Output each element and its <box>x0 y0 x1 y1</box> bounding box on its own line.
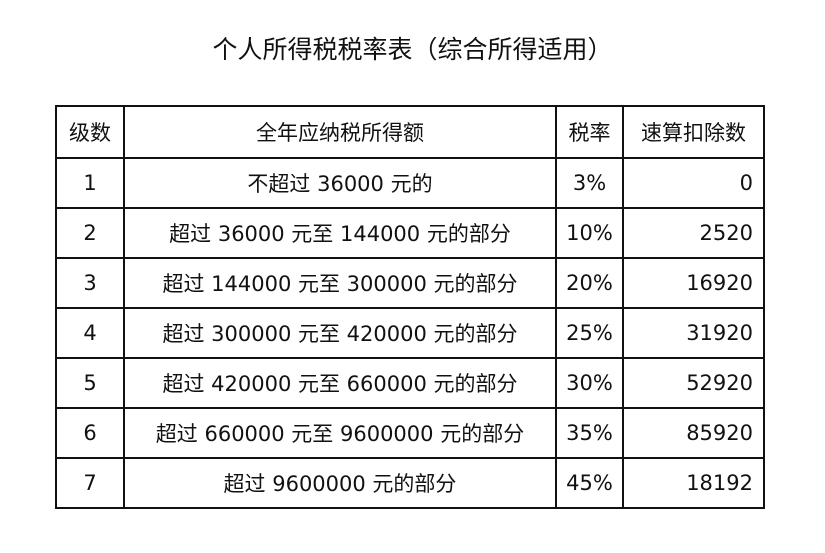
header-taxable-income: 全年应纳税所得额 <box>123 105 557 159</box>
cell-quick-deduction: 85920 <box>622 407 765 459</box>
cell-taxable-income: 超过 660000 元至 9600000 元的部分 <box>123 407 557 459</box>
cell-quick-deduction: 52920 <box>622 357 765 409</box>
cell-level: 1 <box>55 157 125 209</box>
header-level: 级数 <box>55 105 125 159</box>
cell-level: 6 <box>55 407 125 459</box>
cell-quick-deduction: 0 <box>622 157 765 209</box>
table-row: 4 超过 300000 元至 420000 元的部分 25% 31920 <box>55 307 765 359</box>
cell-level: 5 <box>55 357 125 409</box>
header-quick-deduction: 速算扣除数 <box>622 105 765 159</box>
header-rate: 税率 <box>555 105 624 159</box>
table-row: 3 超过 144000 元至 300000 元的部分 20% 16920 <box>55 257 765 309</box>
cell-quick-deduction: 16920 <box>622 257 765 309</box>
table-row: 1 不超过 36000 元的 3% 0 <box>55 157 765 209</box>
cell-rate: 20% <box>555 257 624 309</box>
table-row: 7 超过 9600000 元的部分 45% 18192 <box>55 457 765 509</box>
table-row: 5 超过 420000 元至 660000 元的部分 30% 52920 <box>55 357 765 409</box>
cell-taxable-income: 超过 300000 元至 420000 元的部分 <box>123 307 557 359</box>
cell-taxable-income: 超过 9600000 元的部分 <box>123 457 557 509</box>
cell-rate: 30% <box>555 357 624 409</box>
cell-rate: 25% <box>555 307 624 359</box>
table-header-row: 级数 全年应纳税所得额 税率 速算扣除数 <box>55 105 765 159</box>
cell-taxable-income: 超过 144000 元至 300000 元的部分 <box>123 257 557 309</box>
cell-level: 3 <box>55 257 125 309</box>
cell-taxable-income: 超过 420000 元至 660000 元的部分 <box>123 357 557 409</box>
cell-level: 4 <box>55 307 125 359</box>
cell-rate: 45% <box>555 457 624 509</box>
cell-quick-deduction: 18192 <box>622 457 765 509</box>
cell-level: 2 <box>55 207 125 259</box>
table-row: 6 超过 660000 元至 9600000 元的部分 35% 85920 <box>55 407 765 459</box>
cell-taxable-income: 超过 36000 元至 144000 元的部分 <box>123 207 557 259</box>
cell-quick-deduction: 31920 <box>622 307 765 359</box>
cell-level: 7 <box>55 457 125 509</box>
table-row: 2 超过 36000 元至 144000 元的部分 10% 2520 <box>55 207 765 259</box>
document-title: 个人所得税税率表（综合所得适用） <box>212 35 613 64</box>
cell-rate: 10% <box>555 207 624 259</box>
cell-quick-deduction: 2520 <box>622 207 765 259</box>
tax-rate-table: 级数 全年应纳税所得额 税率 速算扣除数 1 不超过 36000 元的 3% 0 2 超过… <box>55 105 765 509</box>
cell-taxable-income: 不超过 36000 元的 <box>123 157 557 209</box>
cell-rate: 3% <box>555 157 624 209</box>
cell-rate: 35% <box>555 407 624 459</box>
